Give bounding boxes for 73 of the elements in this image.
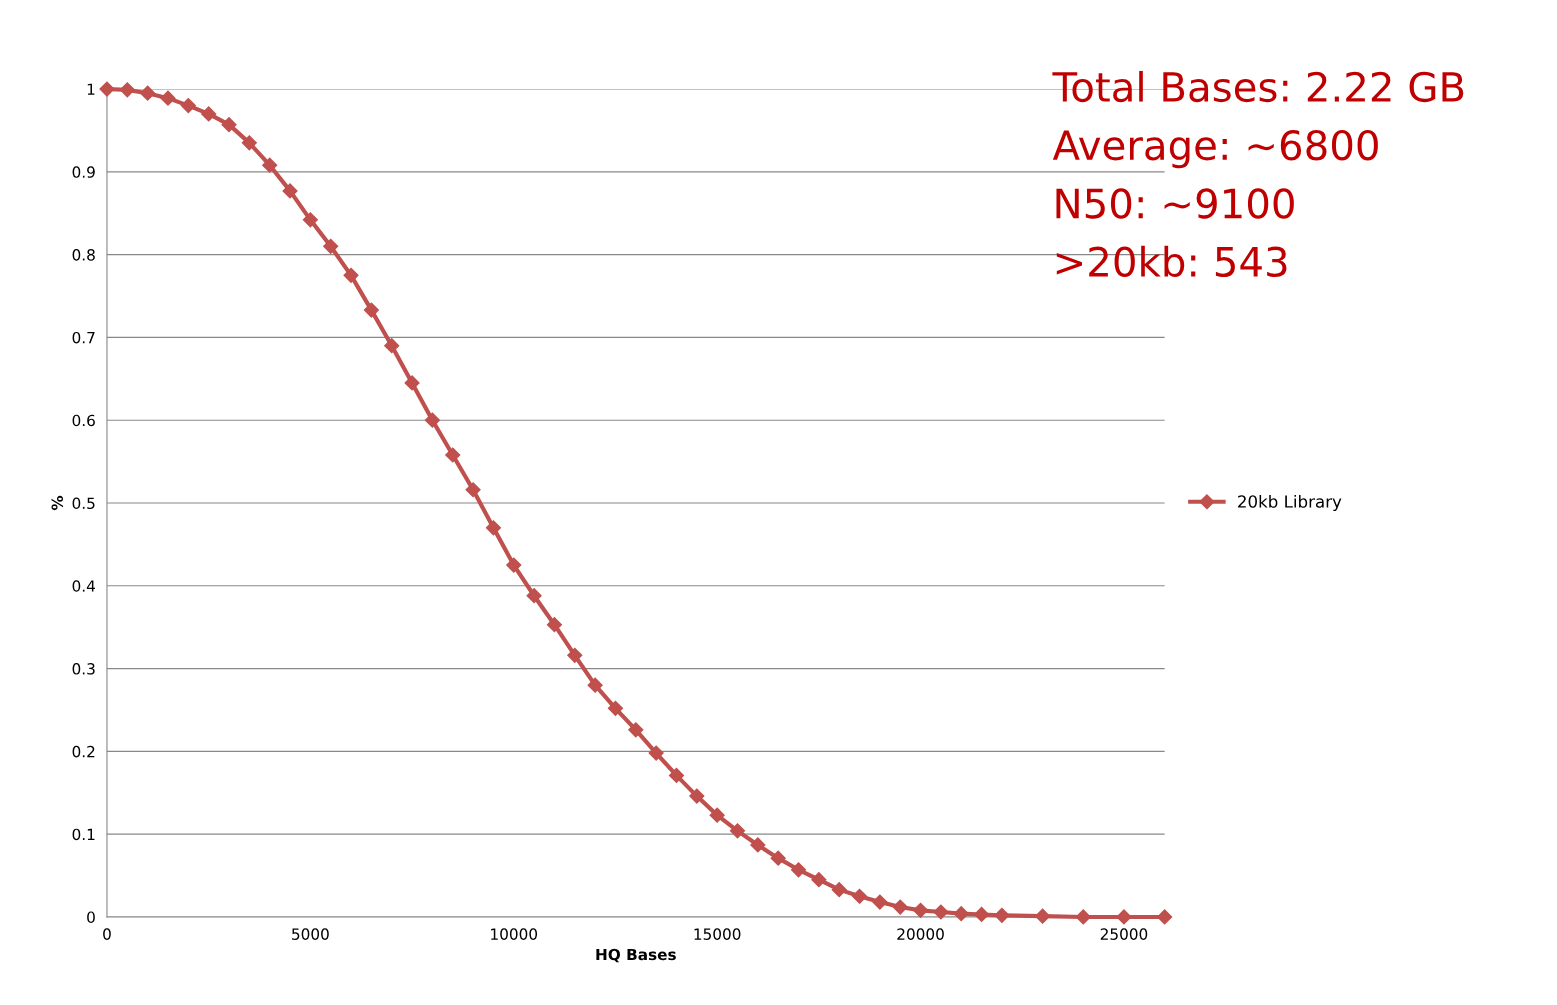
point (119, 82, 135, 98)
point (241, 135, 257, 151)
point (1157, 909, 1173, 925)
y-tick-label: 0.2 (72, 745, 95, 758)
point (892, 899, 908, 915)
x-tick-label: 15000 (694, 928, 741, 940)
point (628, 722, 644, 738)
point (994, 907, 1010, 923)
point (729, 823, 746, 839)
point (282, 183, 298, 199)
point (302, 212, 318, 228)
y-tick-label: 0.6 (72, 414, 95, 427)
point (180, 98, 196, 114)
point (831, 882, 847, 898)
annotation: N50: ~9100 (1056, 188, 1294, 219)
point (546, 617, 563, 633)
point (424, 412, 440, 428)
point (811, 872, 827, 888)
y-axis-title: % (51, 495, 64, 511)
point (689, 788, 705, 804)
x-tick-label: 5000 (292, 928, 329, 940)
x-tick-label: 10000 (491, 928, 538, 940)
annotation: Total Bases: 2.22 GB (1052, 70, 1464, 103)
point (1035, 908, 1051, 924)
y-tick-label: 0.8 (72, 249, 95, 261)
point (404, 375, 420, 391)
point (506, 557, 522, 573)
point (770, 850, 786, 866)
point (262, 157, 278, 173)
y-tick-label: 0.7 (72, 331, 95, 344)
y-tick-label: 0.4 (72, 580, 95, 592)
point (140, 85, 156, 101)
point (974, 906, 990, 923)
annotation: Average: ~6800 (1052, 129, 1378, 169)
point (221, 117, 237, 133)
y-tick-label: 0.9 (72, 166, 95, 178)
point (750, 837, 766, 853)
point (363, 302, 379, 318)
point (912, 902, 929, 918)
x-tick-label: 0 (103, 928, 111, 940)
point (323, 238, 339, 254)
x-tick-label: 25000 (1100, 928, 1148, 940)
y-tick-label: 0.5 (72, 497, 95, 510)
point (343, 267, 359, 283)
point (607, 700, 624, 716)
point (668, 767, 685, 783)
point (953, 906, 969, 922)
annotation: >20kb: 543 (1056, 245, 1287, 278)
point (1075, 909, 1091, 925)
point (872, 894, 888, 910)
point (384, 338, 400, 354)
point (567, 647, 583, 663)
point (851, 888, 868, 904)
point (1116, 909, 1132, 925)
point (485, 520, 501, 536)
point (160, 90, 176, 106)
point (445, 447, 461, 463)
y-tick-label: 0.1 (72, 828, 95, 841)
x-axis-title: HQ Bases (596, 948, 676, 963)
point (933, 904, 949, 920)
point (201, 106, 217, 122)
y-tick-label: 1 (87, 83, 95, 95)
y-tick-label: 0.3 (72, 663, 95, 675)
point (648, 745, 664, 761)
x-tick-label: 20000 (897, 928, 944, 940)
point (790, 862, 807, 878)
point (99, 81, 115, 97)
y-tick-label: 0 (87, 911, 95, 923)
point (526, 588, 542, 604)
point (465, 482, 481, 498)
point (709, 807, 725, 823)
point (587, 677, 603, 693)
legend-label: 20kb Library (1238, 494, 1342, 512)
